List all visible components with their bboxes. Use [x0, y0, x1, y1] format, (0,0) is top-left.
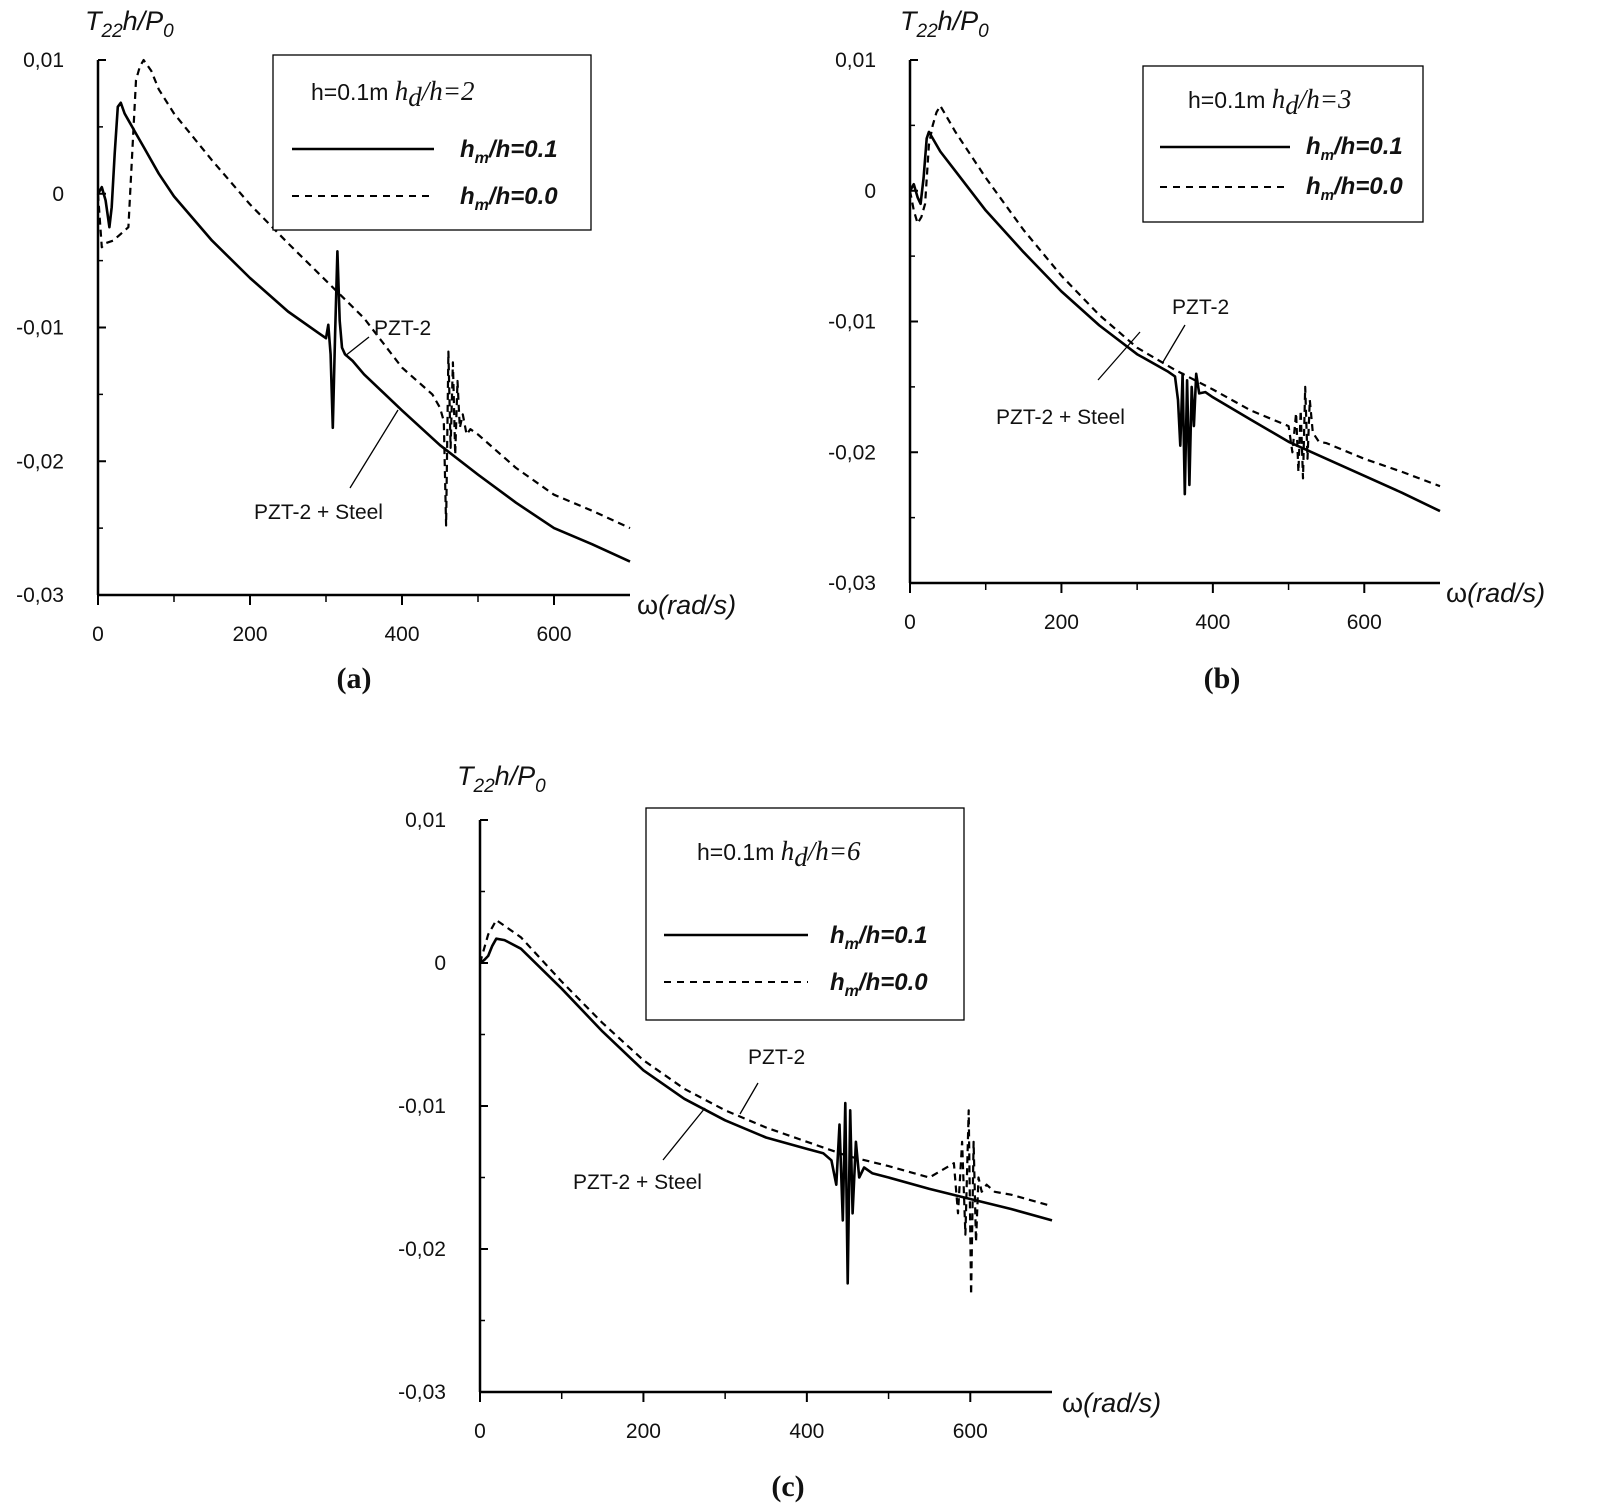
- ticks-b: 0,01 0 -0,01 -0,02 -0,03 0 200 400 600: [828, 49, 1382, 634]
- legend-box: [272, 54, 592, 231]
- y-tick-label: 0: [864, 180, 876, 203]
- ticks-c: 0,01 0 -0,01 -0,02 -0,03 0 200 400 600: [398, 809, 988, 1443]
- legend-entry-hm-0.1: hm/h=0.1: [830, 922, 928, 953]
- panel-label-c: (c): [771, 1470, 804, 1503]
- series-line-pzt2: [478, 918, 1053, 1296]
- legend-box: [1142, 65, 1424, 223]
- series-b: [908, 104, 1441, 513]
- annotation-leader: [1097, 331, 1141, 381]
- x-tick-label: 600: [953, 1420, 988, 1443]
- legend-entry-hm-0.1: hm/h=0.1: [1306, 133, 1403, 164]
- chart-panel-b: 0,01 0 -0,01 -0,02 -0,03 0 200 400 600 T22h/P0 ω…: [828, 6, 1545, 695]
- series-line-pzt2-steel: [479, 937, 1053, 1285]
- annotation-pzt2: PZT-2: [374, 317, 431, 340]
- x-tick-label: 400: [1195, 611, 1230, 634]
- annotations-b: PZT-2 PZT-2 + Steel: [996, 296, 1229, 429]
- annotation-leader: [662, 1107, 706, 1161]
- x-tick-label: 0: [474, 1420, 486, 1443]
- legend-entry-hm-0.1: hm/h=0.1: [460, 136, 558, 167]
- legend-entry-hm-0.0: hm/h=0.0: [460, 183, 558, 214]
- y-tick-label: -0,03: [398, 1381, 446, 1404]
- legend-box: [645, 807, 965, 1021]
- x-tick-label: 400: [789, 1420, 824, 1443]
- y-axis-label: T22h/P0: [900, 6, 989, 42]
- y-tick-label: -0,01: [398, 1095, 446, 1118]
- annotations-c: PZT-2 PZT-2 + Steel: [573, 1046, 805, 1194]
- y-tick-label: 0: [434, 952, 446, 975]
- annotation-leader: [1162, 324, 1186, 363]
- legend-entry-hm-0.0: hm/h=0.0: [1306, 173, 1403, 204]
- annotation-leader: [349, 409, 399, 489]
- y-tick-label: 0,01: [835, 49, 876, 72]
- chart-panel-c: 0,01 0 -0,01 -0,02 -0,03 0 200 400 600 T22h/P0 ω…: [398, 761, 1161, 1503]
- series-a: [96, 58, 631, 563]
- series-line-pzt2: [908, 104, 1441, 488]
- series-line-pzt2-steel: [908, 130, 1441, 513]
- panel-label-b: (b): [1204, 662, 1241, 695]
- y-tick-label: -0,02: [16, 450, 64, 473]
- y-tick-label: -0,03: [828, 572, 876, 595]
- y-tick-label: 0: [52, 183, 64, 206]
- annotation-pzt2-steel: PZT-2 + Steel: [254, 501, 383, 524]
- y-tick-label: 0,01: [405, 809, 446, 832]
- x-tick-label: 200: [232, 623, 267, 646]
- series-line-pzt2: [96, 58, 631, 530]
- x-tick-label: 200: [626, 1420, 661, 1443]
- legend-title: h=0.1m hd/h=3: [1188, 84, 1351, 120]
- x-axis-label: ω(rad/s): [1062, 1388, 1161, 1418]
- legend-b: h=0.1m hd/h=3 hm/h=0.1 hm/h=0.0: [1142, 65, 1424, 223]
- y-axis-label: T22h/P0: [457, 761, 546, 797]
- x-tick-label: 200: [1044, 611, 1079, 634]
- y-tick-label: -0,02: [398, 1238, 446, 1261]
- annotation-leader: [739, 1082, 759, 1115]
- legend-title: h=0.1m hd/h=6: [697, 836, 861, 872]
- ticks-a: 0,01 0 -0,01 -0,02 -0,03 0 200 400 600: [16, 49, 571, 646]
- legend-c: h=0.1m hd/h=6 hm/h=0.1 hm/h=0.0: [645, 807, 965, 1021]
- x-tick-label: 0: [92, 623, 104, 646]
- y-tick-label: -0,02: [828, 441, 876, 464]
- x-tick-label: 0: [904, 611, 916, 634]
- chart-panel-a: 0,01 0 -0,01 -0,02 -0,03 0 200 400 600 T22h/P0 ω…: [16, 6, 736, 695]
- x-tick-label: 400: [384, 623, 419, 646]
- y-tick-label: -0,03: [16, 584, 64, 607]
- annotation-pzt2: PZT-2: [748, 1046, 805, 1069]
- x-axis-label: ω(rad/s): [1446, 578, 1545, 608]
- y-axis-label: T22h/P0: [85, 6, 174, 42]
- y-tick-label: 0,01: [23, 49, 64, 72]
- y-tick-label: -0,01: [16, 317, 64, 340]
- annotations-a: PZT-2 PZT-2 + Steel: [254, 317, 431, 524]
- annotation-pzt2-steel: PZT-2 + Steel: [573, 1171, 702, 1194]
- legend-entry-hm-0.0: hm/h=0.0: [830, 969, 928, 1000]
- legend-title: h=0.1m hd/h=2: [311, 76, 474, 112]
- annotation-leader: [344, 336, 370, 357]
- annotation-pzt2: PZT-2: [1172, 296, 1229, 319]
- x-tick-label: 600: [536, 623, 571, 646]
- panel-label-a: (a): [337, 662, 372, 695]
- series-line-pzt2-steel: [96, 101, 631, 563]
- series-c: [478, 918, 1053, 1296]
- legend-a: h=0.1m hd/h=2 hm/h=0.1 hm/h=0.0: [272, 54, 592, 231]
- x-tick-label: 600: [1347, 611, 1382, 634]
- y-tick-label: -0,01: [828, 311, 876, 334]
- annotation-pzt2-steel: PZT-2 + Steel: [996, 406, 1125, 429]
- x-axis-label: ω(rad/s): [637, 590, 736, 620]
